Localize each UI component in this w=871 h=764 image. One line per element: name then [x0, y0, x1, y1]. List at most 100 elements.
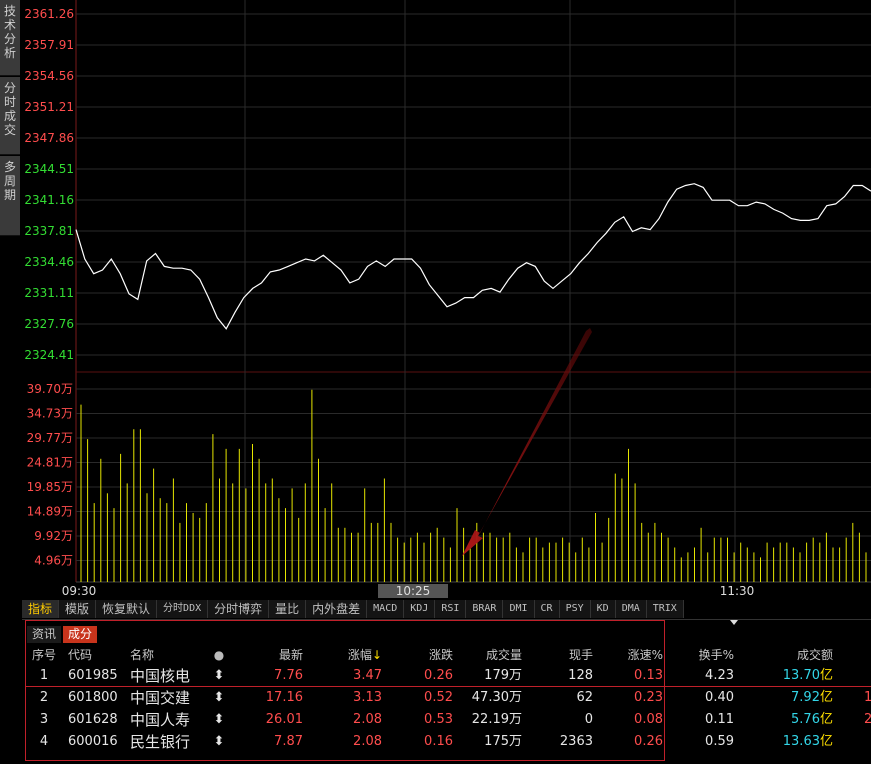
table-row[interactable]: 4 600016 民生银行 ⬍ 7.87 2.08 0.16 175万 2363 0.26 0.59… — [26, 731, 871, 753]
indicator-tab[interactable]: MACD — [367, 600, 405, 618]
volume-axis-label: 24.81万 — [27, 456, 73, 470]
indicator-tab[interactable]: DMA — [615, 600, 647, 618]
column-header[interactable]: 序号 — [31, 648, 56, 662]
time-axis-label: 11:30 — [720, 584, 755, 598]
time-cursor-box — [378, 584, 448, 598]
indicator-tab[interactable]: 量比 — [269, 600, 307, 618]
price-axis-label: 2347.86 — [24, 131, 74, 145]
column-header[interactable]: 涨幅↓ — [347, 648, 382, 662]
price-axis-label: 2331.11 — [24, 286, 74, 300]
column-header[interactable]: 最新 — [278, 648, 303, 662]
side-tab-multi-period[interactable]: 多周期 — [0, 156, 20, 236]
table-cell: 0.26 — [424, 668, 453, 683]
overflow-cell: 1 — [864, 690, 871, 705]
table-cell: 3.13 — [353, 690, 382, 705]
table-cell: 62 — [576, 690, 593, 705]
column-header[interactable]: 换手% — [698, 648, 734, 662]
collapse-arrow-icon[interactable] — [730, 620, 738, 625]
table-cell: 7.76 — [274, 668, 303, 683]
column-header[interactable]: 代码 — [68, 648, 93, 662]
column-header[interactable]: 涨跌 — [428, 648, 453, 662]
table-cell: 22.19万 — [471, 712, 522, 727]
indicator-tab[interactable]: 恢复默认 — [96, 600, 158, 618]
table-cell: 4.23 — [705, 668, 734, 683]
table-cell: 26.01 — [265, 712, 303, 727]
price-axis-label: 2337.81 — [24, 224, 74, 238]
tab-components[interactable]: 成分 — [63, 626, 98, 643]
column-header[interactable]: 现手 — [568, 648, 593, 662]
price-axis-label: 2334.46 — [24, 255, 74, 269]
price-axis-labels: 2361.26 2357.91 2354.56 2351.21 2347.86 2344.… — [24, 7, 74, 362]
indicator-tab[interactable]: 模版 — [59, 600, 97, 618]
table-cell: 0.08 — [634, 712, 663, 727]
table-cell: 5.76亿 — [791, 712, 833, 727]
chart-grid — [75, 0, 871, 583]
table-cell: ⬍ — [213, 668, 225, 683]
column-header[interactable]: 名称 — [130, 648, 155, 662]
indicator-tab[interactable]: CR — [534, 600, 560, 618]
table-cell: 4 — [39, 734, 49, 749]
price-axis-label: 2324.41 — [24, 348, 74, 362]
table-cell: 0.26 — [634, 734, 663, 749]
table-header-row: 序号 代码 名称 ● 最新 涨幅↓ 涨跌 成交量 现手 涨速% 换手% 成交额 — [26, 645, 871, 665]
time-axis-label: 10:25 — [396, 584, 431, 598]
table-cell: 民生银行 — [130, 733, 191, 751]
price-axis-label: 2344.51 — [24, 162, 74, 176]
table-cell: 601628 — [68, 712, 118, 727]
indicator-tab[interactable]: KDJ — [404, 600, 436, 618]
table-cell: 0.40 — [705, 690, 734, 705]
table-cell: 中国人寿 — [130, 711, 191, 729]
column-header[interactable]: ● — [213, 648, 225, 662]
column-header[interactable]: 成交量 — [485, 648, 522, 662]
volume-axis-label: 39.70万 — [27, 382, 73, 396]
table-row[interactable]: 3 601628 中国人寿 ⬍ 26.01 2.08 0.53 22.19万 0 0.08 0.11… — [26, 709, 871, 731]
indicator-tab[interactable]: KD — [590, 600, 616, 618]
table-cell: 3.47 — [353, 668, 382, 683]
overflow-cell: 2 — [864, 712, 871, 727]
selected-row-line — [26, 686, 871, 687]
table-cell: 13.70亿 — [782, 668, 833, 683]
table-cell: 中国核电 — [130, 667, 191, 685]
indicator-tab[interactable]: 分时博弈 — [208, 600, 270, 618]
table-cell: 3 — [39, 712, 49, 727]
price-line — [75, 183, 871, 330]
indicator-tab[interactable]: 指标 — [22, 600, 60, 618]
indicator-tab[interactable]: RSI — [435, 600, 467, 618]
table-cell: 0.23 — [634, 690, 663, 705]
table-row[interactable]: 1 601985 中国核电 ⬍ 7.76 3.47 0.26 179万 128 0.13 4.23 1… — [26, 665, 871, 687]
side-tabs: 技术分析 分时成交 多周期 — [0, 0, 21, 236]
indicator-tab[interactable]: BRAR — [466, 600, 504, 618]
indicator-tab[interactable]: 内外盘差 — [306, 600, 368, 618]
indicator-tab[interactable]: TRIX — [646, 600, 684, 618]
side-tab-tech-analysis[interactable]: 技术分析 — [0, 0, 20, 76]
table-cell: 中国交建 — [130, 689, 191, 707]
table-cell: 0 — [584, 712, 593, 727]
side-tab-time-trades[interactable]: 分时成交 — [0, 77, 20, 155]
components-table: 序号 代码 名称 ● 最新 涨幅↓ 涨跌 成交量 现手 涨速% 换手% 成交额 1 601985 中国核电 ⬍… — [26, 645, 871, 753]
table-cell: 2 — [39, 690, 49, 705]
indicator-tab[interactable]: PSY — [559, 600, 591, 618]
table-cell: 13.63亿 — [782, 734, 833, 749]
table-cell: 601985 — [68, 668, 118, 683]
indicator-tab[interactable]: 分时DDX — [157, 600, 209, 618]
tab-news[interactable]: 资讯 — [27, 626, 62, 643]
column-header[interactable]: 涨速% — [627, 648, 663, 662]
table-row[interactable]: 2 601800 中国交建 ⬍ 17.16 3.13 0.52 47.30万 62 0.23 0.4… — [26, 687, 871, 709]
table-cell: 2363 — [559, 734, 593, 749]
annotation-arrow — [462, 328, 592, 556]
component-panel-frame — [25, 620, 665, 761]
table-cell: 17.16 — [265, 690, 303, 705]
column-header[interactable]: 成交额 — [796, 648, 833, 662]
table-cell: 47.30万 — [471, 690, 522, 705]
time-axis-label: 09:30 — [62, 584, 97, 598]
table-cell: 0.52 — [424, 690, 453, 705]
volume-axis-label: 19.85万 — [27, 480, 73, 494]
table-cell: ⬍ — [213, 690, 225, 705]
indicator-tab[interactable]: DMI — [503, 600, 535, 618]
intraday-chart[interactable]: 2361.26 2357.91 2354.56 2351.21 2347.86 2344.… — [0, 0, 871, 598]
table-cell: ⬍ — [213, 712, 225, 727]
table-cell: 1 — [39, 668, 49, 683]
panel-tabs: 资讯 成分 — [27, 626, 99, 643]
table-cell: 601800 — [68, 690, 118, 705]
table-cell: 175万 — [484, 734, 522, 749]
